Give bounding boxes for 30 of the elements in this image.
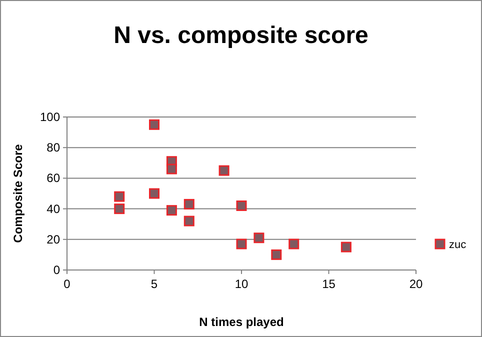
y-tick-label: 40 — [46, 202, 60, 216]
y-tick-label: 20 — [46, 232, 60, 246]
x-tick-label: 5 — [150, 277, 158, 291]
point — [340, 242, 352, 252]
point — [149, 188, 160, 199]
point — [166, 164, 177, 174]
point — [218, 165, 230, 176]
point — [288, 238, 300, 250]
point — [271, 249, 282, 260]
point — [254, 232, 264, 244]
point — [114, 191, 125, 202]
x-tick-label: 15 — [322, 277, 336, 291]
y-tick-label: 80 — [46, 140, 60, 155]
y-axis-title: Composite Score — [11, 144, 25, 243]
chart-title: N vs. composite score — [114, 22, 368, 49]
x-axis-title: N times played — [199, 315, 284, 329]
x-tick-label: 20 — [409, 277, 423, 291]
x-tick-label: 0 — [64, 277, 71, 291]
legend-label: zuc — [449, 239, 467, 251]
point — [149, 119, 160, 130]
y-tick-label: 100 — [40, 110, 60, 124]
point — [184, 198, 194, 210]
point — [236, 200, 247, 211]
y-tick-label: 60 — [46, 171, 60, 186]
point — [236, 238, 247, 250]
point — [184, 216, 194, 226]
point — [114, 204, 125, 214]
point — [166, 205, 177, 216]
y-tick-label: 0 — [53, 263, 60, 277]
x-tick-label: 10 — [234, 277, 248, 291]
